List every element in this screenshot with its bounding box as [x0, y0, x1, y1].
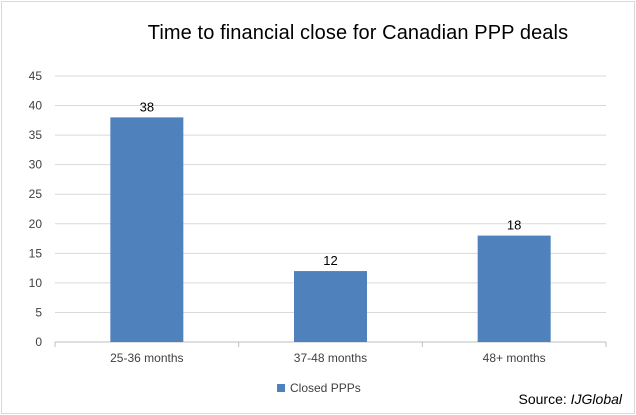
source-name: IJGlobal [570, 391, 622, 407]
chart-title: Time to financial close for Canadian PPP… [147, 22, 569, 44]
data-labels: 38 12 18 [140, 99, 522, 268]
y-axis-ticks: 0 5 10 15 20 25 30 35 40 45 [29, 69, 43, 349]
y-tick-label: 40 [29, 99, 43, 113]
source-note: Source: IJGlobal [519, 391, 623, 407]
source-label: Source: [518, 391, 571, 407]
bar [294, 271, 367, 342]
y-tick-label: 35 [29, 128, 43, 142]
y-tick-label: 45 [29, 69, 43, 83]
y-tick-label: 0 [35, 335, 42, 349]
chart-title-wrap: Time to financial close for Canadian PPP… [0, 22, 636, 45]
x-axis-ticks: 25-36 months 37-48 months 48+ months [54, 342, 607, 365]
x-tick-label: 48+ months [483, 351, 546, 365]
x-tick-label: 25-36 months [110, 351, 183, 365]
y-tick-label: 20 [29, 217, 43, 231]
bars [110, 117, 551, 342]
bar [110, 117, 184, 342]
data-label: 12 [323, 253, 337, 268]
bar [477, 235, 551, 342]
legend: Closed PPPs [277, 381, 361, 395]
y-tick-label: 15 [29, 246, 43, 260]
legend-label: Closed PPPs [290, 381, 361, 395]
y-tick-label: 25 [29, 187, 43, 201]
y-tick-label: 10 [29, 276, 43, 290]
data-label: 18 [507, 218, 521, 233]
legend-swatch [277, 384, 285, 392]
y-tick-label: 30 [29, 158, 43, 172]
data-label: 38 [140, 99, 154, 114]
x-tick-label: 37-48 months [294, 351, 367, 365]
y-tick-label: 5 [35, 305, 42, 319]
